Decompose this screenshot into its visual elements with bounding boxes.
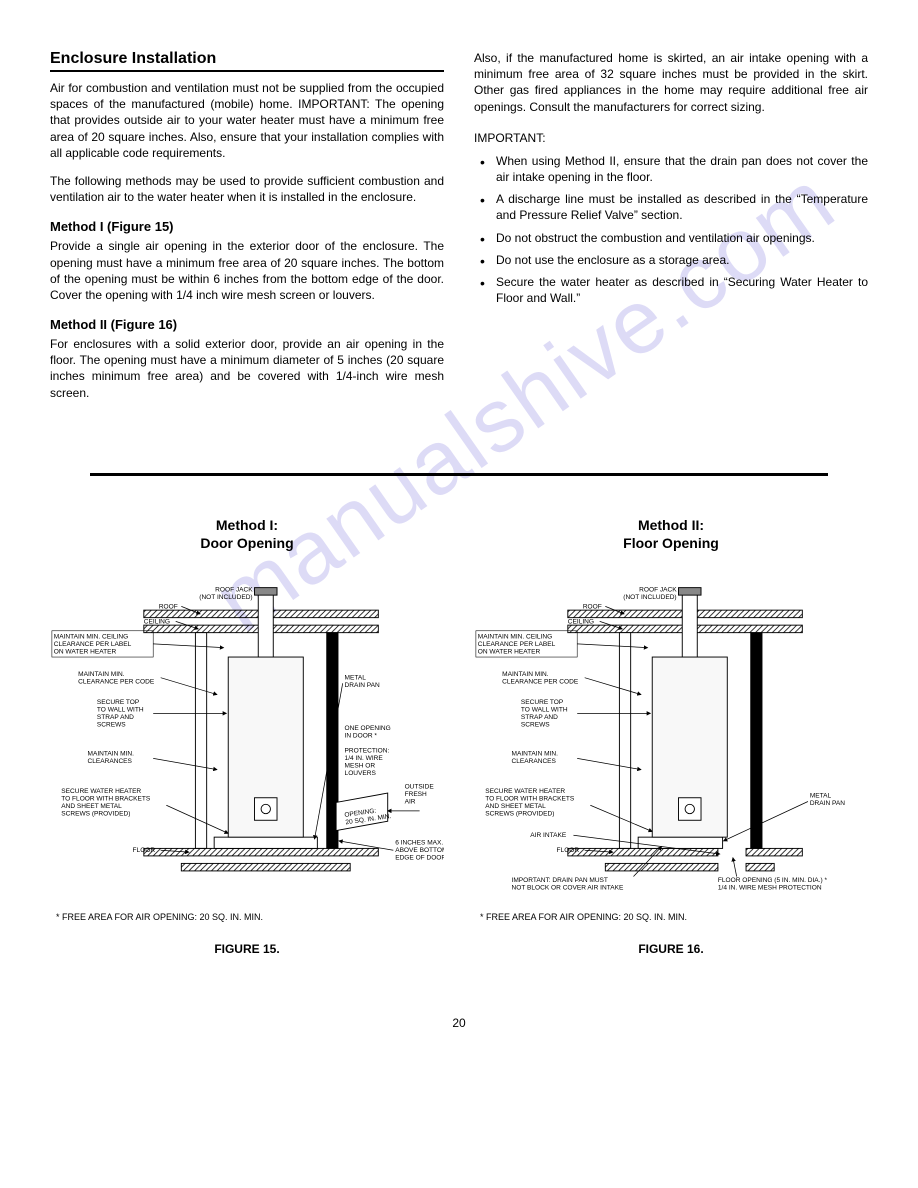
label-secure-top: SECURE TOPTO WALL WITHSTRAP ANDSCREWS <box>521 699 568 729</box>
figure-15: Method I: Door Opening <box>50 516 444 956</box>
bullet-item: Do not obstruct the combustion and venti… <box>474 230 868 246</box>
bullet-item: A discharge line must be installed as de… <box>474 191 868 223</box>
label-maintain-clear: MAINTAIN MIN.CLEARANCES <box>88 751 135 766</box>
label-floor: FLOOR <box>133 847 156 854</box>
label-secure-bottom: SECURE WATER HEATERTO FLOOR WITH BRACKET… <box>61 788 151 818</box>
label-drain-pan: METALDRAIN PAN <box>810 793 845 808</box>
label-roof-jack: ROOF JACK(NOT INCLUDED) <box>623 587 677 602</box>
page-number: 20 <box>50 1016 868 1030</box>
text-columns: Enclosure Installation Air for combustio… <box>50 50 868 413</box>
label-maintain-clear: MAINTAIN MIN.CLEARANCES <box>512 751 559 766</box>
figure-16-footnote: * FREE AREA FOR AIR OPENING: 20 SQ. IN. … <box>474 912 868 922</box>
label-floor: FLOOR <box>557 847 580 854</box>
label-ceil-clear: MAINTAIN MIN. CEILINGCLEARANCE PER LABEL… <box>54 633 132 655</box>
figure-15-diagram: MAINTAIN MIN. CEILINGCLEARANCE PER LABEL… <box>50 582 444 901</box>
method1-body: Provide a single air opening in the exte… <box>50 238 444 303</box>
label-important-drain: IMPORTANT: DRAIN PAN MUSTNOT BLOCK OR CO… <box>512 877 624 892</box>
section-heading: Enclosure Installation <box>50 50 444 72</box>
figure-16-caption: FIGURE 16. <box>474 942 868 956</box>
method1-heading: Method I (Figure 15) <box>50 219 444 234</box>
label-secure-top: SECURE TOPTO WALL WITHSTRAP ANDSCREWS <box>97 699 144 729</box>
label-wall-clear: MAINTAIN MIN.CLEARANCE PER CODE <box>502 671 579 686</box>
intro-para-2: The following methods may be used to pro… <box>50 173 444 205</box>
label-outside-air: OUTSIDEFRESHAIR <box>405 784 435 806</box>
figure-16-title: Method II: Floor Opening <box>474 516 868 552</box>
left-column: Enclosure Installation Air for combustio… <box>50 50 444 413</box>
figure-16-diagram: MAINTAIN MIN. CEILINGCLEARANCE PER LABEL… <box>474 582 868 901</box>
figure-16: Method II: Floor Opening <box>474 516 868 956</box>
right-para-1: Also, if the manufactured home is skirte… <box>474 50 868 115</box>
right-column: Also, if the manufactured home is skirte… <box>474 50 868 413</box>
label-one-opening: ONE OPENINGIN DOOR * <box>345 725 391 740</box>
label-roof: ROOF <box>159 603 178 610</box>
label-protection: PROTECTION:1/4 IN. WIREMESH ORLOUVERS <box>345 748 390 778</box>
figure-15-footnote: * FREE AREA FOR AIR OPENING: 20 SQ. IN. … <box>50 912 444 922</box>
method2-body: For enclosures with a solid exterior doo… <box>50 336 444 401</box>
figures-row: Method I: Door Opening <box>50 516 868 956</box>
bullet-item: Secure the water heater as described in … <box>474 274 868 306</box>
label-wall-clear: MAINTAIN MIN.CLEARANCE PER CODE <box>78 671 155 686</box>
figure-15-caption: FIGURE 15. <box>50 942 444 956</box>
intro-para-1: Air for combustion and ventilation must … <box>50 80 444 161</box>
label-ceil-clear: MAINTAIN MIN. CEILINGCLEARANCE PER LABEL… <box>478 633 556 655</box>
label-roof: ROOF <box>583 603 602 610</box>
bullet-item: When using Method II, ensure that the dr… <box>474 153 868 185</box>
important-list: When using Method II, ensure that the dr… <box>474 153 868 307</box>
label-roof-jack: ROOF JACK(NOT INCLUDED) <box>199 587 253 602</box>
label-ceiling: CEILING <box>144 618 170 625</box>
important-label: IMPORTANT: <box>474 131 868 145</box>
label-ceiling: CEILING <box>568 618 594 625</box>
figure-15-title: Method I: Door Opening <box>50 516 444 552</box>
label-floor-opening: FLOOR OPENING (5 IN. MIN. DIA.) *1/4 IN.… <box>718 877 828 892</box>
label-secure-bottom: SECURE WATER HEATERTO FLOOR WITH BRACKET… <box>485 788 575 818</box>
bullet-item: Do not use the enclosure as a storage ar… <box>474 252 868 268</box>
label-drain-pan: METALDRAIN PAN <box>345 675 380 690</box>
divider <box>90 473 828 476</box>
label-air-intake: AIR INTAKE <box>530 832 567 839</box>
method2-heading: Method II (Figure 16) <box>50 317 444 332</box>
label-six-max: 6 INCHES MAX.ABOVE BOTTOMEDGE OF DOOR <box>395 840 444 862</box>
